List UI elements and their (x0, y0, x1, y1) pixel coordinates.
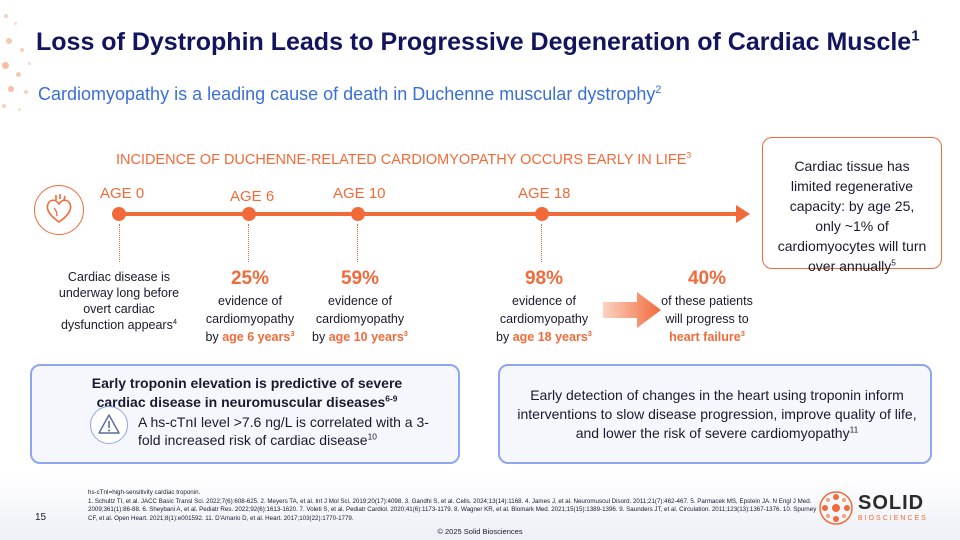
timeline-connector (248, 224, 249, 262)
logo-subtitle: BIOSCIENCES (858, 515, 928, 522)
logo-mark-icon (819, 491, 853, 525)
age-label: AGE 6 (230, 188, 275, 205)
solid-biosciences-logo: SOLID BIOSCIENCES (818, 488, 938, 528)
footnotes: hs-cTnI=high-sensitivity cardiac troponi… (88, 489, 817, 522)
progression-arrow-icon (603, 292, 661, 328)
heart-icon (34, 185, 84, 235)
troponin-heading: Early troponin elevation is predictive o… (91, 375, 403, 410)
stat-age-18: 98% evidence of cardiomyopathy by age 18… (484, 268, 604, 346)
page-title: Loss of Dystrophin Leads to Progressive … (36, 27, 920, 56)
troponin-body: A hs-cTnI level >7.6 ng/L is correlated … (138, 414, 429, 448)
timeline-heading: INCIDENCE OF DUCHENNE-RELATED CARDIOMYOP… (116, 150, 692, 168)
age-label: AGE 10 (333, 185, 386, 202)
age-label: AGE 18 (518, 185, 571, 202)
page-number: 15 (35, 512, 47, 523)
troponin-panel: Early troponin elevation is predictive o… (30, 364, 460, 464)
warning-icon (90, 406, 128, 444)
logo-wordmark: SOLID (858, 492, 925, 514)
copyright: © 2025 Solid Biosciences (437, 527, 523, 536)
cardiac-disease-intro: Cardiac disease is underway long before … (58, 270, 180, 332)
stat-age-10: 59% evidence of cardiomyopathy by age 10… (300, 268, 420, 346)
stat-heart-failure: 40% of these patients will progress to h… (648, 268, 766, 346)
regeneration-callout: Cardiac tissue has limited regenerative … (762, 137, 942, 274)
timeline-connector (357, 224, 358, 262)
timeline-arrowhead (736, 205, 750, 223)
age-label: AGE 0 (100, 185, 145, 202)
page-subtitle: Cardiomyopathy is a leading cause of dea… (38, 84, 662, 104)
timeline-connector (119, 224, 120, 262)
timeline-marker-age-6 (242, 207, 256, 221)
decorative-dots (0, 0, 60, 120)
timeline-marker-age-18 (535, 207, 549, 221)
timeline-marker-age-0 (112, 207, 126, 221)
footer-background (0, 472, 960, 540)
timeline-marker-age-10 (351, 207, 365, 221)
early-detection-text: Early detection of changes in the heart … (517, 387, 917, 441)
timeline-bar (118, 212, 738, 216)
stat-percent: 25% (230, 268, 270, 289)
early-detection-panel: Early detection of changes in the heart … (498, 364, 932, 464)
stat-percent: 59% (340, 268, 380, 289)
stat-percent: 98% (524, 268, 564, 289)
stat-percent: 40% (687, 268, 727, 289)
stat-age-6: 25% evidence of cardiomyopathy by age 6 … (190, 268, 310, 346)
timeline-connector (541, 224, 542, 262)
